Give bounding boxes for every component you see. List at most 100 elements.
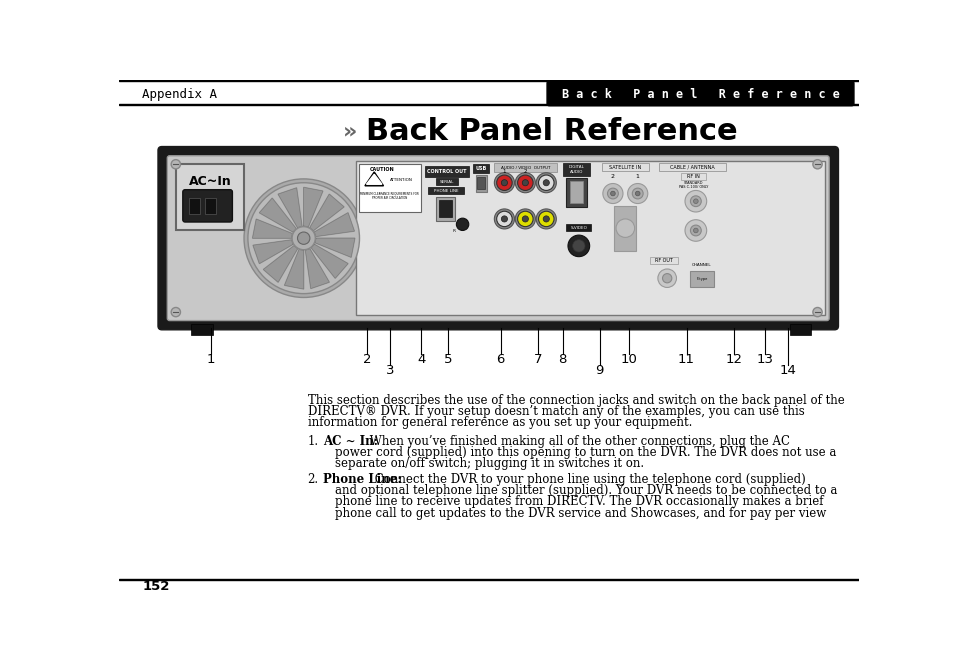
FancyBboxPatch shape — [167, 156, 828, 321]
Circle shape — [537, 211, 554, 227]
Text: USB: USB — [475, 166, 486, 171]
Circle shape — [537, 175, 554, 190]
Bar — [175, 164, 244, 229]
Circle shape — [500, 216, 507, 222]
Circle shape — [632, 188, 642, 199]
Circle shape — [292, 227, 315, 250]
Polygon shape — [263, 246, 297, 282]
Bar — [680, 173, 705, 180]
Text: information for general reference as you set up your equipment.: information for general reference as you… — [307, 416, 691, 429]
Bar — [425, 166, 468, 176]
Circle shape — [244, 179, 363, 298]
Circle shape — [627, 184, 647, 204]
Bar — [562, 164, 589, 176]
Circle shape — [515, 209, 535, 229]
Bar — [476, 175, 486, 192]
Text: PROPER AIR CIRCULATION: PROPER AIR CIRCULATION — [372, 196, 407, 200]
Text: F-type: F-type — [696, 277, 707, 281]
Bar — [601, 164, 648, 171]
Text: 4: 4 — [416, 353, 425, 367]
Text: 1.: 1. — [307, 435, 318, 448]
Text: B a c k   P a n e l   R e f e r e n c e: B a c k P a n e l R e f e r e n c e — [561, 88, 839, 101]
Circle shape — [693, 228, 698, 233]
Text: This section describes the use of the connection jacks and switch on the back pa: This section describes the use of the co… — [307, 394, 843, 406]
Text: 3: 3 — [386, 364, 395, 377]
Text: IR: IR — [453, 229, 456, 233]
Text: 11: 11 — [678, 353, 695, 367]
Circle shape — [693, 199, 698, 204]
Text: SATELLITE IN: SATELLITE IN — [609, 165, 640, 170]
FancyBboxPatch shape — [546, 81, 853, 105]
Circle shape — [635, 191, 639, 196]
Bar — [649, 257, 678, 264]
Text: 7: 7 — [533, 353, 541, 367]
Text: Back Panel Reference: Back Panel Reference — [365, 117, 737, 147]
Circle shape — [521, 216, 528, 222]
Bar — [355, 161, 824, 315]
Text: 1: 1 — [502, 168, 506, 174]
Bar — [659, 164, 725, 171]
Circle shape — [497, 211, 512, 227]
Circle shape — [517, 211, 533, 227]
Text: 2: 2 — [363, 353, 371, 367]
Circle shape — [602, 184, 622, 204]
Circle shape — [607, 188, 618, 199]
Text: RF OUT: RF OUT — [655, 258, 672, 263]
Text: S-VIDEO: S-VIDEO — [570, 226, 587, 230]
Text: 6: 6 — [496, 353, 504, 367]
Polygon shape — [305, 249, 329, 288]
Circle shape — [536, 173, 556, 193]
Text: MINIMUM CLEARANCE REQUIREMENTS FOR: MINIMUM CLEARANCE REQUIREMENTS FOR — [360, 192, 418, 196]
Text: 10: 10 — [620, 353, 637, 367]
Polygon shape — [310, 194, 344, 231]
Text: Connect the DVR to your phone line using the telephone cord (supplied): Connect the DVR to your phone line using… — [371, 473, 805, 486]
Text: 12: 12 — [724, 353, 741, 367]
Circle shape — [500, 180, 507, 186]
Circle shape — [658, 269, 676, 288]
Bar — [614, 206, 636, 251]
Text: separate on/off switch; plugging it in switches it on.: separate on/off switch; plugging it in s… — [335, 457, 644, 470]
Text: 152: 152 — [142, 579, 170, 593]
Circle shape — [297, 232, 310, 245]
Polygon shape — [303, 188, 322, 227]
FancyBboxPatch shape — [158, 147, 838, 330]
Circle shape — [684, 219, 706, 241]
Circle shape — [542, 216, 549, 222]
Bar — [119, 104, 858, 105]
Bar — [789, 324, 810, 335]
Text: 13: 13 — [756, 353, 773, 367]
Circle shape — [567, 235, 589, 257]
Text: 1: 1 — [206, 353, 214, 367]
Bar — [476, 176, 484, 189]
Circle shape — [497, 175, 512, 190]
Bar — [358, 164, 420, 212]
Circle shape — [616, 219, 634, 237]
Text: Appendix A: Appendix A — [142, 88, 217, 101]
Polygon shape — [365, 172, 383, 186]
Text: AUDIO / VIDEO  OUTPUT: AUDIO / VIDEO OUTPUT — [500, 166, 550, 170]
Text: DIRECTV® DVR. If your setup doesn’t match any of the examples, you can use this: DIRECTV® DVR. If your setup doesn’t matc… — [307, 405, 803, 418]
Text: AC ~ In:: AC ~ In: — [323, 435, 377, 448]
Bar — [119, 80, 858, 81]
Text: PHONE LINE: PHONE LINE — [434, 189, 458, 193]
Polygon shape — [253, 219, 292, 238]
Polygon shape — [311, 245, 348, 278]
Text: 2: 2 — [610, 174, 615, 179]
Circle shape — [536, 209, 556, 229]
Bar — [473, 164, 488, 173]
FancyBboxPatch shape — [183, 190, 233, 222]
Bar — [428, 188, 464, 194]
Polygon shape — [278, 188, 302, 227]
Polygon shape — [259, 198, 295, 232]
Text: »: » — [342, 122, 356, 142]
Text: CABLE / ANTENNA: CABLE / ANTENNA — [670, 165, 715, 170]
Polygon shape — [366, 174, 381, 184]
Circle shape — [171, 160, 180, 169]
Circle shape — [517, 175, 533, 190]
Circle shape — [690, 225, 700, 236]
Text: 5: 5 — [443, 353, 452, 367]
Text: power cord (supplied) into this opening to turn on the DVR. The DVR does not use: power cord (supplied) into this opening … — [335, 446, 836, 459]
Text: CONTROL OUT: CONTROL OUT — [427, 168, 466, 174]
Bar — [569, 181, 583, 203]
Text: phone call to get updates to the DVR service and Showcases, and for pay per view: phone call to get updates to the DVR ser… — [335, 507, 826, 520]
